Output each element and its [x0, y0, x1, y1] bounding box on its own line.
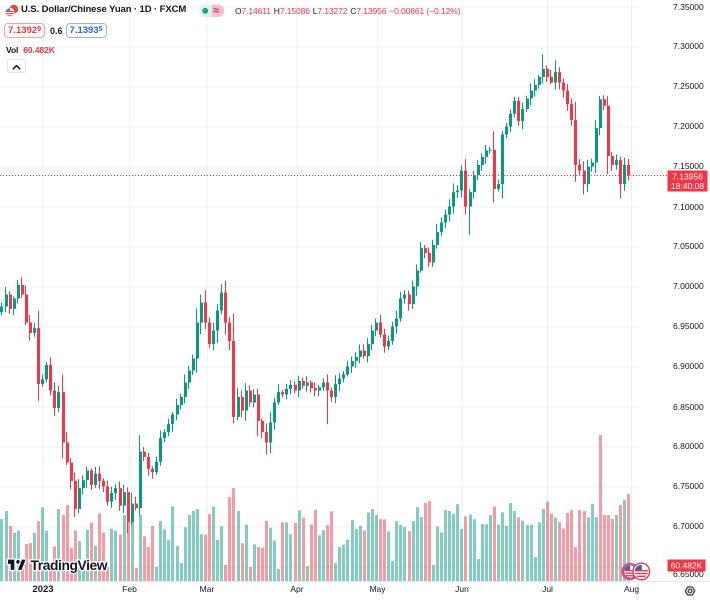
svg-text:7.05000: 7.05000	[673, 241, 704, 251]
svg-text:7.25000: 7.25000	[673, 81, 704, 91]
svg-text:7.35000: 7.35000	[673, 2, 704, 12]
svg-text:≈: ≈	[213, 5, 219, 17]
svg-text:60.482K: 60.482K	[671, 561, 703, 571]
svg-text:Jul: Jul	[542, 584, 553, 594]
svg-text:7.10000: 7.10000	[673, 202, 704, 212]
svg-text:Mar: Mar	[200, 584, 215, 594]
svg-text:7.15000: 7.15000	[673, 161, 704, 171]
svg-text:7.30000: 7.30000	[673, 41, 704, 51]
svg-text:Jun: Jun	[455, 584, 469, 594]
svg-text:7.00000: 7.00000	[673, 281, 704, 291]
svg-text:7.20000: 7.20000	[673, 121, 704, 131]
svg-text:Aug: Aug	[624, 584, 639, 594]
svg-text:May: May	[369, 584, 386, 594]
svg-text:Feb: Feb	[122, 584, 137, 594]
svg-text:6.70000: 6.70000	[673, 521, 704, 531]
svg-text:6.85000: 6.85000	[673, 402, 704, 412]
svg-text:7.13956: 7.13956	[672, 172, 703, 182]
svg-text:6.95000: 6.95000	[673, 321, 704, 331]
svg-text:2023: 2023	[32, 584, 53, 595]
svg-text:TradingView: TradingView	[31, 558, 108, 573]
svg-text:6.90000: 6.90000	[673, 361, 704, 371]
svg-text:6.65000: 6.65000	[673, 569, 704, 579]
svg-text:6.75000: 6.75000	[673, 481, 704, 491]
svg-text:18:40:08: 18:40:08	[671, 181, 704, 191]
svg-text:6.80000: 6.80000	[673, 441, 704, 451]
svg-text:Apr: Apr	[290, 584, 303, 594]
